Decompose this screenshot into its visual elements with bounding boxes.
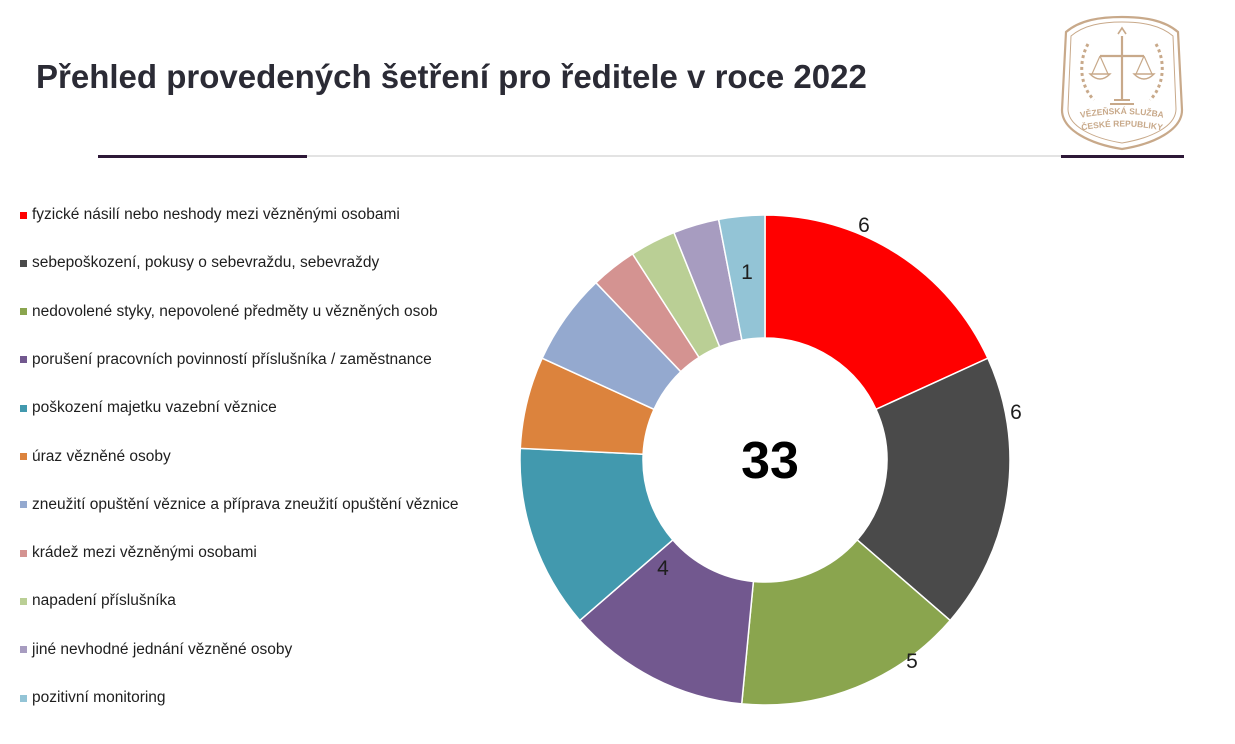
- legend-item: zneužití opuštění věznice a příprava zne…: [20, 493, 459, 517]
- donut-slice: [856, 357, 1011, 622]
- title-divider-accent-left: [98, 155, 307, 158]
- title-divider: [98, 155, 1184, 157]
- legend-item: jiné nevhodné jednání vězněné osoby: [20, 638, 292, 662]
- emblem-text-line1: VĚZEŇSKÁ SLUŽBA: [1079, 105, 1164, 119]
- legend-label: nedovolené styky, nepovolené předměty u …: [32, 302, 438, 320]
- legend-item: úraz vězněné osoby: [20, 445, 171, 469]
- legend-item: nedovolené styky, nepovolené předměty u …: [20, 300, 438, 324]
- donut-chart: 6 6 5 4 1 33: [519, 214, 1022, 706]
- prison-service-emblem: VĚZEŇSKÁ SLUŽBA ČESKÉ REPUBLIKY: [1060, 15, 1184, 151]
- legend-item: pozitivní monitoring: [20, 686, 166, 710]
- legend-item: porušení pracovních povinností příslušní…: [20, 348, 432, 372]
- legend-item: sebepoškození, pokusy o sebevraždu, sebe…: [20, 251, 379, 275]
- legend-item: poškození majetku vazební věznice: [20, 396, 277, 420]
- legend-item: krádež mezi vězněnými osobami: [20, 541, 257, 565]
- legend-label: úraz vězněné osoby: [32, 447, 171, 465]
- legend-label: fyzické násilí nebo neshody mezi vězněný…: [32, 206, 400, 223]
- slice-data-label: 6: [1010, 401, 1022, 424]
- legend-swatch: [20, 597, 27, 605]
- donut-slice: [740, 538, 952, 706]
- slice-data-label: 4: [657, 557, 669, 580]
- legend-swatch: [20, 308, 27, 316]
- slice-data-label: 5: [906, 650, 918, 673]
- emblem-text-line2: ČESKÉ REPUBLIKY: [1080, 118, 1164, 132]
- legend-label: pozitivní monitoring: [32, 689, 166, 706]
- legend-item: napadení příslušníka: [20, 589, 176, 613]
- title-divider-accent-right: [1061, 155, 1184, 158]
- donut-center-total: 33: [741, 432, 799, 490]
- legend-swatch: [20, 356, 27, 364]
- legend-swatch: [20, 259, 27, 267]
- donut-slice: [764, 214, 989, 411]
- page-title: Přehled provedených šetření pro ředitele…: [36, 58, 867, 95]
- legend-label: poškození majetku vazební věznice: [32, 399, 277, 417]
- legend-swatch: [20, 404, 27, 412]
- legend-label: jiné nevhodné jednání vězněné osoby: [32, 640, 293, 658]
- slice-data-label: 6: [858, 214, 870, 237]
- legend-swatch: [20, 549, 27, 557]
- legend-swatch: [20, 694, 27, 702]
- slice-data-label: 1: [741, 261, 753, 284]
- legend-item: fyzické násilí nebo neshody mezi vězněný…: [20, 203, 400, 227]
- legend-label: krádež mezi vězněnými osobami: [32, 544, 257, 562]
- legend-label: zneužití opuštění věznice a příprava zne…: [32, 495, 459, 513]
- legend-swatch: [20, 501, 27, 509]
- legend-swatch: [20, 211, 27, 219]
- legend-swatch: [20, 453, 27, 460]
- legend-swatch: [20, 646, 27, 654]
- legend-label: porušení pracovních povinností příslušní…: [32, 350, 432, 368]
- donut-slice: [717, 214, 766, 342]
- legend-label: sebepoškození, pokusy o sebevraždu, sebe…: [32, 254, 380, 272]
- legend-label: napadení příslušníka: [32, 592, 176, 610]
